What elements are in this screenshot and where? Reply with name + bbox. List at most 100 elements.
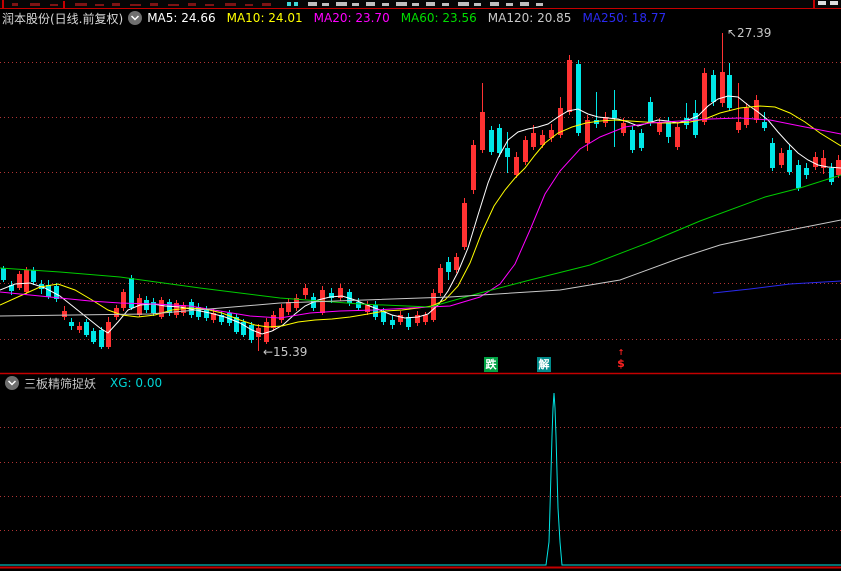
toolbar-fragment bbox=[426, 2, 435, 6]
candle-body bbox=[1, 268, 6, 280]
candle-body bbox=[471, 145, 476, 190]
candle-body bbox=[294, 298, 299, 308]
toolbar-fragment bbox=[818, 1, 826, 5]
toolbar-fragment bbox=[188, 3, 196, 6]
ma-legend-item: MA120: 20.85 bbox=[487, 11, 572, 25]
candle-body bbox=[241, 322, 246, 335]
candle-body bbox=[770, 143, 775, 168]
toolbar-fragment bbox=[336, 2, 347, 6]
candle-body bbox=[796, 165, 801, 188]
candle-body bbox=[779, 153, 784, 165]
ma-line-ma10 bbox=[0, 105, 841, 328]
candle-body bbox=[167, 302, 172, 313]
toolbar-fragment bbox=[75, 3, 87, 6]
toolbar-fragment bbox=[95, 4, 104, 6]
candle-body bbox=[9, 285, 14, 291]
ma-line-ma5 bbox=[0, 95, 841, 335]
ma-legend: MA5: 24.66 MA10: 24.01 MA20: 23.70 MA60: 23… bbox=[147, 11, 677, 25]
toolbar-fragment bbox=[412, 3, 419, 6]
toolbar-fragment bbox=[813, 0, 815, 8]
candle-body bbox=[736, 122, 741, 130]
candle-body bbox=[829, 168, 834, 182]
candle-body bbox=[356, 302, 361, 308]
candle-body bbox=[711, 75, 716, 102]
candle-body bbox=[338, 288, 343, 298]
candle-body bbox=[549, 130, 554, 138]
candle-body bbox=[365, 305, 370, 312]
toolbar-fragment bbox=[458, 2, 469, 6]
toolbar-fragment bbox=[490, 2, 499, 6]
candle-body bbox=[821, 158, 826, 168]
candle-body bbox=[398, 315, 403, 322]
candle-body bbox=[720, 72, 725, 103]
candle-body bbox=[286, 302, 291, 312]
toolbar-fragment bbox=[2, 0, 4, 8]
toolbar-fragment bbox=[474, 3, 481, 6]
candle-body bbox=[54, 286, 59, 299]
candle-body bbox=[666, 122, 671, 137]
candle-body bbox=[62, 311, 67, 317]
candle-body bbox=[129, 278, 134, 308]
candle-body bbox=[684, 118, 689, 125]
candle-body bbox=[227, 313, 232, 323]
candle-body bbox=[480, 112, 485, 150]
ma-line-ma60 bbox=[0, 174, 841, 308]
candle-body bbox=[106, 322, 111, 347]
candle-body bbox=[219, 315, 224, 322]
candle-body bbox=[381, 312, 386, 322]
candle-body bbox=[693, 113, 698, 135]
toolbar-fragment bbox=[366, 2, 375, 6]
candle-body bbox=[137, 298, 142, 315]
candle-body bbox=[505, 148, 510, 157]
candle-body bbox=[406, 317, 411, 327]
candle-body bbox=[415, 315, 420, 323]
candle-body bbox=[31, 270, 36, 282]
candle-body bbox=[657, 123, 662, 132]
toolbar-fragment bbox=[225, 3, 236, 6]
toolbar-fragment bbox=[442, 3, 449, 6]
toolbar-fragment bbox=[322, 3, 329, 6]
candle-body bbox=[489, 130, 494, 152]
candle-body bbox=[234, 317, 239, 332]
candle-body bbox=[462, 203, 467, 247]
candle-body bbox=[540, 135, 545, 145]
candle-body bbox=[264, 322, 269, 342]
candle-body bbox=[567, 60, 572, 112]
candle-body bbox=[347, 292, 352, 303]
candle-body bbox=[151, 302, 156, 313]
toolbar-fragment bbox=[150, 3, 158, 6]
candle-body bbox=[558, 108, 563, 135]
candle-body bbox=[585, 120, 590, 143]
candle-body bbox=[446, 262, 451, 272]
candle-body bbox=[762, 122, 767, 128]
candle-body bbox=[329, 293, 334, 298]
toolbar-fragment bbox=[50, 4, 58, 6]
toolbar-fragment bbox=[245, 4, 253, 6]
indicator-title: 三板精筛捉妖 bbox=[24, 376, 97, 391]
candle-body bbox=[279, 308, 284, 320]
candle-body bbox=[744, 108, 749, 125]
candle-body bbox=[702, 73, 707, 122]
candle-body bbox=[787, 150, 792, 172]
candle-body bbox=[454, 257, 459, 270]
toolbar-fragment bbox=[287, 2, 291, 6]
candle-body bbox=[813, 157, 818, 167]
ma-line-ma250 bbox=[712, 280, 841, 294]
candle-body bbox=[373, 305, 378, 317]
candle-body bbox=[77, 326, 82, 330]
toolbar-fragment bbox=[396, 2, 407, 6]
candle-body bbox=[249, 325, 254, 340]
toolbar-fragment bbox=[130, 4, 141, 6]
chevron-down-icon[interactable] bbox=[128, 11, 143, 25]
chevron-down-icon[interactable] bbox=[5, 376, 19, 390]
toolbar-fragment bbox=[262, 3, 271, 6]
candle-body bbox=[497, 128, 502, 153]
candle-body bbox=[196, 307, 201, 317]
ma-legend-item: MA10: 24.01 bbox=[226, 11, 303, 25]
candle-body bbox=[423, 315, 428, 322]
candle-body bbox=[69, 322, 74, 326]
candle-body bbox=[727, 75, 732, 108]
ma-legend-item: MA5: 24.66 bbox=[147, 11, 216, 25]
candle-body bbox=[159, 300, 164, 317]
